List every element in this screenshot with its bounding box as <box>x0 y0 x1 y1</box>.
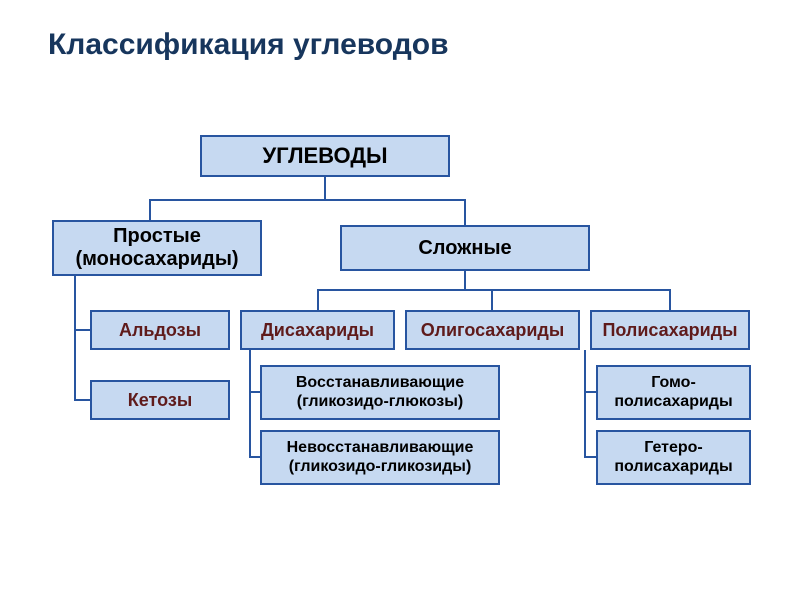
node-root: УГЛЕВОДЫ <box>200 135 450 177</box>
node-nevosst: Невосстанавливающие (гликозидо-гликозиды… <box>260 430 500 485</box>
node-ketozy: Кетозы <box>90 380 230 420</box>
node-aldozy: Альдозы <box>90 310 230 350</box>
connector-layer <box>0 0 800 600</box>
page-title: Классификация углеводов <box>48 28 449 62</box>
node-disah: Дисахариды <box>240 310 395 350</box>
node-poly: Полисахариды <box>590 310 750 350</box>
node-vosst: Восстанавливающие (гликозидо-глюкозы) <box>260 365 500 420</box>
node-getero: Гетеро- полисахариды <box>596 430 751 485</box>
node-gomo: Гомо- полисахариды <box>596 365 751 420</box>
node-oligo: Олигосахариды <box>405 310 580 350</box>
node-complex: Сложные <box>340 225 590 271</box>
node-simple: Простые (моносахариды) <box>52 220 262 276</box>
